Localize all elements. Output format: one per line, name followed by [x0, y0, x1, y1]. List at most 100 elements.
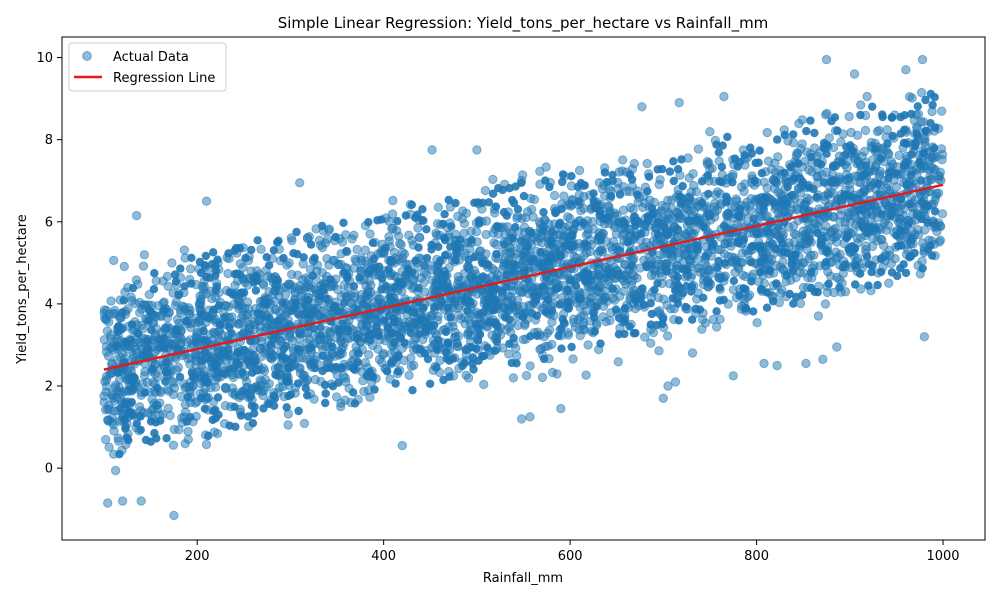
scatter-point: [116, 404, 125, 413]
scatter-point: [567, 342, 576, 352]
scatter-point: [770, 167, 781, 178]
scatter-point: [559, 191, 569, 201]
scatter-point: [240, 345, 249, 355]
x-tick-label: 1000: [926, 549, 959, 564]
scatter-point: [225, 421, 234, 430]
scatter-point: [861, 245, 871, 255]
scatter-point: [578, 324, 589, 334]
scatter-point: [112, 341, 121, 351]
scatter-point: [443, 339, 453, 348]
scatter-point: [770, 158, 780, 168]
scatter-point: [795, 267, 805, 278]
scatter-point: [171, 325, 180, 334]
scatter-point: [933, 188, 944, 198]
scatter-point: [505, 247, 515, 257]
scatter-point: [746, 143, 755, 152]
scatter-point: [929, 144, 939, 153]
scatter-point: [432, 345, 442, 354]
scatter-point: [733, 237, 743, 246]
scatter-point: [106, 296, 116, 306]
scatter-point: [456, 235, 465, 244]
scatter-point: [407, 235, 417, 246]
scatter-point: [363, 285, 374, 295]
scatter-point: [526, 332, 535, 341]
scatter-point: [899, 260, 908, 269]
scatter-point: [491, 239, 501, 250]
scatter-point: [728, 285, 739, 295]
scatter-point: [542, 328, 553, 338]
scatter-point: [673, 273, 682, 282]
scatter-point: [375, 262, 384, 271]
scatter-point: [225, 323, 234, 332]
scatter-point: [444, 195, 453, 205]
scatter-point: [529, 194, 540, 205]
scatter-point: [591, 204, 601, 213]
scatter-point: [295, 368, 306, 378]
scatter-point: [525, 256, 535, 266]
scatter-point: [501, 313, 510, 322]
scatter-point: [391, 353, 401, 363]
scatter-point: [773, 223, 783, 232]
scatter-point: [168, 440, 179, 450]
scatter-point: [256, 336, 266, 347]
scatter-point: [631, 328, 640, 338]
scatter-point: [562, 212, 573, 222]
scatter-point: [807, 283, 816, 293]
scatter-point: [492, 249, 501, 259]
scatter-point: [364, 218, 373, 227]
scatter-point: [846, 127, 856, 138]
scatter-point: [547, 306, 557, 315]
scatter-point: [900, 125, 909, 134]
scatter-point: [160, 344, 169, 353]
scatter-point: [618, 205, 629, 215]
scatter-point: [834, 274, 845, 285]
scatter-points: [99, 54, 948, 521]
scatter-point: [735, 204, 745, 214]
scatter-point: [103, 498, 113, 508]
scatter-point: [273, 316, 283, 326]
scatter-point: [619, 270, 630, 281]
scatter-point: [682, 265, 692, 274]
scatter-point: [284, 391, 293, 401]
scatter-point: [99, 335, 110, 345]
scatter-point: [320, 238, 331, 248]
scatter-point: [331, 392, 342, 402]
scatter-point: [203, 378, 213, 387]
scatter-point: [627, 175, 637, 184]
chart-title: Simple Linear Regression: Yield_tons_per…: [278, 14, 769, 33]
scatter-point: [318, 283, 328, 292]
scatter-point: [894, 150, 904, 161]
scatter-point: [196, 268, 206, 278]
scatter-point: [861, 161, 871, 170]
scatter-point: [159, 333, 169, 343]
scatter-point: [821, 167, 832, 177]
scatter-point: [754, 158, 763, 167]
scatter-point: [836, 137, 846, 147]
scatter-point: [483, 343, 492, 352]
scatter-point: [476, 309, 485, 319]
scatter-point: [630, 303, 641, 314]
scatter-point: [789, 229, 799, 239]
scatter-point: [243, 309, 253, 319]
scatter-point: [568, 231, 577, 240]
scatter-point: [488, 174, 498, 185]
scatter-point: [547, 339, 557, 350]
scatter-point: [212, 282, 222, 291]
scatter-point: [301, 384, 310, 393]
scatter-point: [687, 348, 698, 358]
scatter-point: [797, 139, 807, 149]
scatter-point: [723, 132, 732, 142]
scatter-point: [567, 172, 576, 181]
scatter-point: [427, 245, 436, 254]
scatter-point: [806, 116, 815, 125]
scatter-point: [248, 368, 257, 377]
scatter-point: [780, 130, 789, 140]
scatter-point: [169, 510, 179, 521]
scatter-point: [643, 187, 652, 196]
scatter-point: [162, 271, 173, 282]
scatter-point: [504, 349, 514, 359]
scatter-point: [907, 150, 916, 159]
scatter-point: [678, 288, 688, 298]
scatter-point: [722, 211, 732, 222]
scatter-point: [916, 87, 927, 98]
